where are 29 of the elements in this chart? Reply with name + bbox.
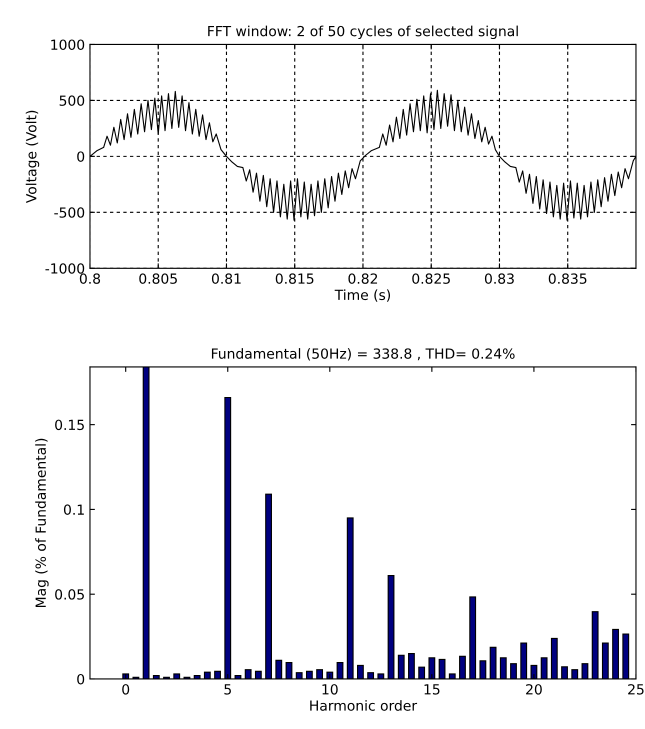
x-tick-label: 10 bbox=[322, 684, 338, 695]
x-tick-label: 0.835 bbox=[548, 273, 586, 284]
x-tick-label: 25 bbox=[628, 684, 644, 695]
x-axis-title: Harmonic order bbox=[310, 700, 418, 711]
y-tick-label: 500 bbox=[60, 95, 84, 106]
y-tick-label: -1000 bbox=[45, 263, 84, 274]
y-tick-label: 1000 bbox=[51, 39, 84, 50]
y-axis-title: Voltage (Volt) bbox=[26, 110, 40, 204]
x-tick-label: 0.8 bbox=[80, 273, 100, 284]
y-tick-label: 0.1 bbox=[64, 504, 84, 515]
x-tick-label: 0.825 bbox=[412, 273, 450, 284]
chart-title: FFT window: 2 of 50 cycles of selected signal bbox=[208, 26, 518, 40]
y-tick-label: 0 bbox=[77, 151, 84, 162]
x-tick-label: 0.805 bbox=[139, 273, 177, 284]
chart-title: Fundamental (50Hz) = 338.8 , THD= 0.24% bbox=[212, 348, 515, 360]
y-tick-label: 0.05 bbox=[55, 589, 84, 600]
x-tick-label: 0.815 bbox=[276, 273, 314, 284]
y-tick-label: 0 bbox=[77, 674, 84, 684]
x-tick-label: 20 bbox=[526, 684, 542, 695]
x-tick-label: 15 bbox=[424, 684, 440, 695]
y-tick-label: 0.15 bbox=[55, 420, 84, 430]
y-tick-label: -500 bbox=[54, 207, 84, 218]
x-tick-label: 0.83 bbox=[484, 273, 514, 284]
x-axis-title: Time (s) bbox=[334, 289, 390, 302]
x-tick-label: 0 bbox=[122, 684, 130, 695]
x-tick-label: 5 bbox=[224, 684, 231, 695]
y-axis-title: Mag (% of Fundamental) bbox=[35, 438, 49, 608]
x-tick-label: 0.81 bbox=[212, 273, 241, 284]
x-tick-label: 0.82 bbox=[348, 273, 378, 284]
